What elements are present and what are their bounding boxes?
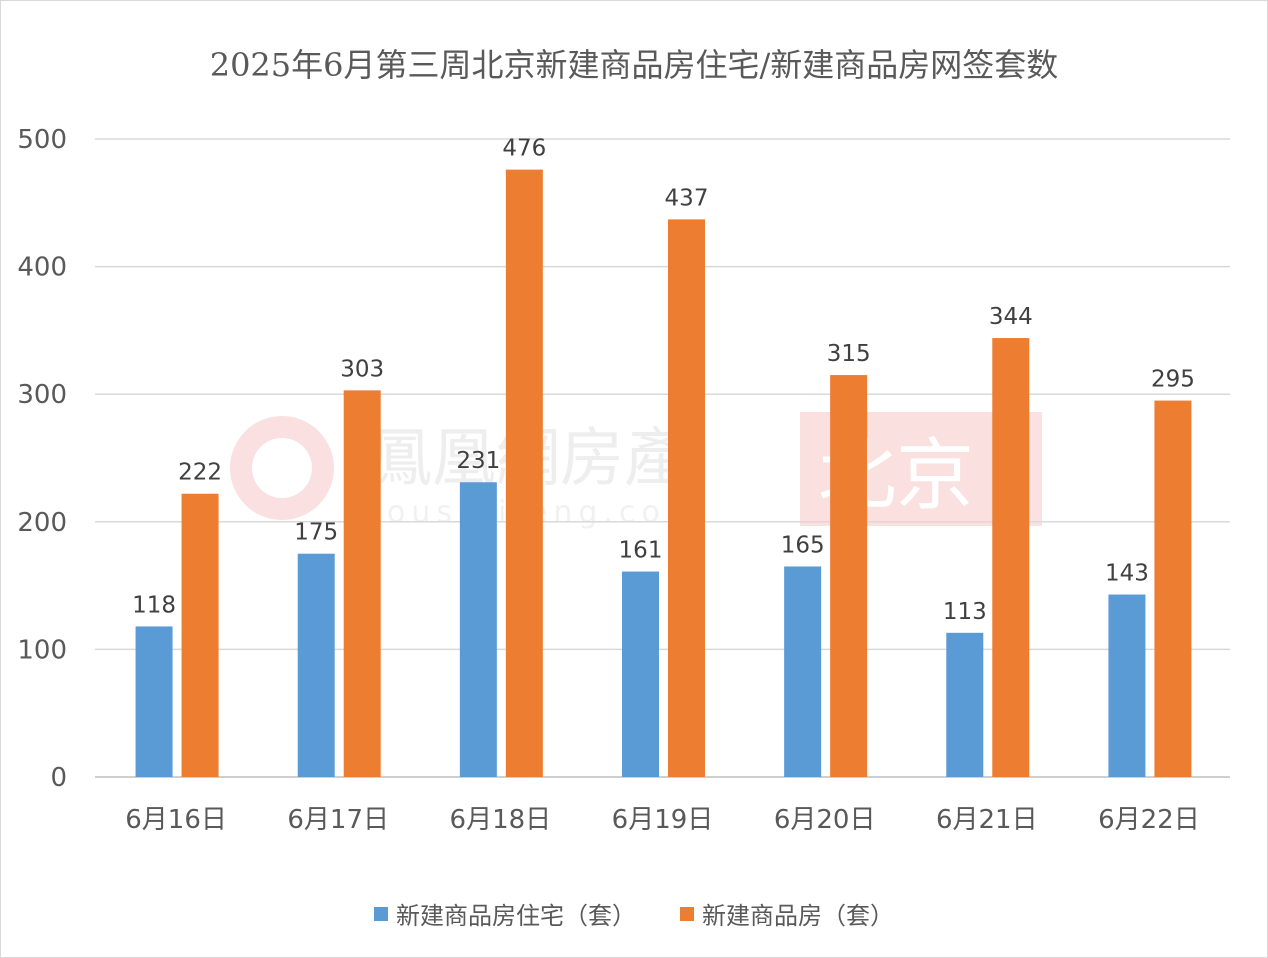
data-label: 476 [502,136,546,162]
bar-all [343,390,381,777]
bar-all [1154,400,1192,777]
chart-title: 2025年6月第三周北京新建商品房住宅/新建商品房网签套数 [209,46,1059,84]
data-label: 143 [1105,561,1149,587]
legend-label-residential: 新建商品房住宅（套） [396,902,636,930]
bar-residential [784,566,822,777]
phoenix-logo-icon [230,416,334,520]
x-tick-label: 6月20日 [774,805,876,835]
legend-item-residential[interactable]: 新建商品房住宅（套） [374,896,636,931]
bar-all [830,375,868,777]
data-label: 161 [619,538,663,564]
bar-all [992,338,1030,777]
data-label: 315 [827,341,871,367]
phoenix-logo-inner-icon [252,438,312,498]
data-label: 344 [989,304,1033,330]
bar-residential [946,632,984,777]
data-label: 231 [456,448,500,474]
bar-residential [297,553,335,777]
data-labels: 118 222 175 303 231 476 161 437 165 315 113 344 143 2… [132,136,1195,625]
data-label: 437 [665,185,709,211]
data-label: 303 [340,356,384,382]
x-tick-label: 6月18日 [450,805,552,835]
y-tick-label: 400 [17,253,67,283]
legend-label-all: 新建商品房（套） [702,902,894,930]
legend-swatch-residential [374,906,388,921]
x-tick-label: 6月21日 [936,805,1038,835]
data-label: 165 [781,532,825,558]
x-axis: 6月16日 6月17日 6月18日 6月19日 6月20日 6月21日 6月22日 [125,805,1199,835]
bar-all [505,169,543,777]
y-tick-label: 500 [17,125,67,155]
y-tick-label: 0 [50,763,67,793]
data-label: 222 [178,460,222,486]
x-tick-label: 6月22日 [1098,805,1200,835]
bar-all [181,493,219,777]
y-axis: 0 100 200 300 400 500 [17,125,67,793]
y-tick-label: 200 [17,508,67,538]
y-tick-label: 100 [17,635,67,665]
data-label: 295 [1151,367,1195,393]
x-tick-label: 6月19日 [612,805,714,835]
bar-residential [459,482,497,777]
data-label: 118 [132,592,176,618]
legend: 新建商品房住宅（套） 新建商品房（套） [0,896,1268,931]
gridlines [95,138,1230,778]
bar-residential [135,626,173,777]
x-tick-label: 6月17日 [287,805,389,835]
x-tick-label: 6月16日 [125,805,227,835]
data-label: 175 [294,520,338,546]
bar-residential [622,571,659,777]
bar-residential [1108,594,1146,777]
data-label: 113 [943,599,987,625]
legend-swatch-all [680,906,694,921]
legend-item-all[interactable]: 新建商品房（套） [680,896,894,931]
y-tick-label: 300 [17,380,67,410]
bar-all [668,219,705,777]
bars [135,169,1192,777]
